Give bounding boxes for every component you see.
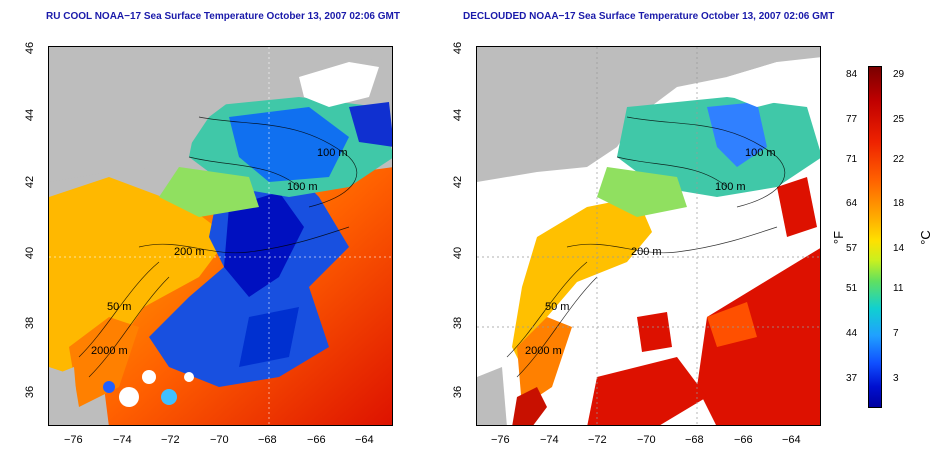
right-x-tick-72: −72 (588, 434, 607, 446)
contour-label-100m-b: 100 m (287, 181, 318, 193)
shelf-water-region (512, 197, 652, 367)
right-y-tick-46: 46 (452, 41, 465, 55)
left-y-tick-40: 40 (24, 246, 37, 260)
right-y-tick-38: 38 (452, 316, 465, 330)
left-x-tick-76: −76 (64, 434, 83, 446)
contour-label-100m-b: 100 m (715, 181, 746, 193)
contour-label-50m: 50 m (107, 301, 132, 313)
right-x-tick-76: −76 (491, 434, 510, 446)
right-y-tick-36: 36 (452, 385, 465, 399)
land-southwest (49, 367, 79, 425)
f-tick: 51 (846, 283, 858, 294)
left-y-tick-36: 36 (24, 385, 37, 399)
f-tick: 57 (846, 243, 858, 254)
left-x-tick-66: −66 (307, 434, 326, 446)
contour-label-200m: 200 m (631, 246, 662, 258)
fahrenheit-unit-label: °F (831, 230, 847, 245)
right-panel-title: DECLOUDED NOAA−17 Sea Surface Temperatur… (463, 11, 835, 22)
f-tick: 64 (846, 198, 858, 209)
left-y-tick-44: 44 (24, 108, 37, 122)
right-x-tick-68: −68 (685, 434, 704, 446)
contour-label-2000m: 2000 m (91, 345, 128, 357)
contour-label-2000m: 2000 m (525, 345, 562, 357)
left-x-tick-72: −72 (161, 434, 180, 446)
c-tick: 11 (893, 283, 904, 294)
left-x-tick-70: −70 (210, 434, 229, 446)
c-tick: 18 (893, 198, 905, 209)
nova-scotia-landmass (299, 62, 379, 107)
contour-label-100m-a: 100 m (745, 147, 776, 159)
grid-lines (49, 47, 392, 425)
f-tick: 37 (846, 373, 858, 384)
left-y-tick-46: 46 (24, 41, 37, 55)
shelf-water-region (49, 177, 229, 377)
c-tick: 25 (893, 114, 905, 125)
f-tick: 84 (846, 69, 858, 80)
left-x-tick-64: −64 (355, 434, 374, 446)
f-tick: 44 (846, 328, 858, 339)
left-y-tick-42: 42 (24, 175, 37, 189)
c-tick: 29 (893, 69, 905, 80)
right-x-tick-66: −66 (734, 434, 753, 446)
left-sst-map: 100 m 100 m 200 m 50 m 2000 m (48, 46, 393, 426)
c-tick: 22 (893, 154, 905, 165)
bathymetry-contours (78, 116, 358, 378)
right-x-tick-64: −64 (782, 434, 801, 446)
left-y-tick-38: 38 (24, 316, 37, 330)
right-y-tick-40: 40 (452, 246, 465, 260)
contour-label-100m-a: 100 m (317, 147, 348, 159)
right-sst-map: 100 m 100 m 200 m 50 m 2000 m (476, 46, 821, 426)
grid-lines (477, 47, 820, 425)
right-x-tick-74: −74 (540, 434, 559, 446)
right-map-graphic (477, 47, 820, 425)
bathymetry-contours (506, 116, 786, 378)
left-map-graphic (49, 47, 392, 425)
c-tick: 3 (893, 373, 899, 384)
contour-label-50m: 50 m (545, 301, 570, 313)
right-x-tick-70: −70 (637, 434, 656, 446)
f-tick: 77 (846, 114, 858, 125)
c-tick: 7 (893, 328, 899, 339)
contour-label-200m: 200 m (174, 246, 205, 258)
celsius-unit-label: °C (917, 230, 933, 245)
left-x-tick-68: −68 (258, 434, 277, 446)
land-northwest (477, 47, 820, 425)
land-northwest (49, 47, 392, 182)
nova-scotia-landmass (727, 62, 807, 107)
f-tick: 71 (846, 154, 858, 165)
left-panel-title: RU COOL NOAA−17 Sea Surface Temperature … (46, 11, 400, 22)
right-y-tick-44: 44 (452, 108, 465, 122)
warm-water-patches (587, 177, 820, 425)
temperature-colorbar (868, 66, 882, 408)
left-x-tick-74: −74 (113, 434, 132, 446)
c-tick: 14 (893, 243, 905, 254)
right-y-tick-42: 42 (452, 175, 465, 189)
